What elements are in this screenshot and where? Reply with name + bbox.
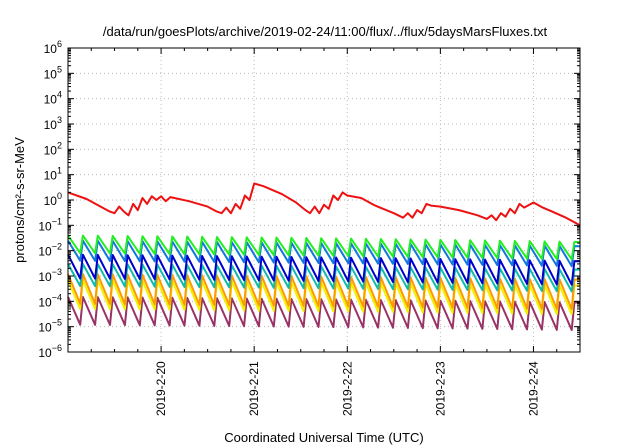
y-axis-title: protons/cm²-s-sr-MeV xyxy=(12,137,27,263)
series-group xyxy=(67,182,581,331)
x-tick-label: 2019-2-22 xyxy=(340,361,354,416)
series-line xyxy=(67,296,581,331)
y-tick-label: 105 xyxy=(44,64,62,81)
x-tick-label: 2019-2-20 xyxy=(154,361,168,416)
series-line xyxy=(67,253,581,286)
y-tick-label: 102 xyxy=(44,140,62,157)
series-line xyxy=(67,234,581,261)
y-tick-label: 10−1 xyxy=(38,216,62,233)
x-tick-label: 2019-2-24 xyxy=(526,361,540,416)
series-line xyxy=(67,273,581,311)
x-axis-title: Coordinated Universal Time (UTC) xyxy=(224,430,423,445)
x-tick-label: 2019-2-23 xyxy=(433,361,447,416)
y-tick-label: 104 xyxy=(44,90,62,107)
y-axis-ticks: 10−6 10−5 10−4 10−3 10−2 10−1 100 101 102 103 104 1… xyxy=(38,39,580,360)
y-tick-label: 10−4 xyxy=(38,292,62,309)
grid-lines xyxy=(68,48,580,352)
y-tick-label: 101 xyxy=(44,166,62,183)
y-tick-label: 106 xyxy=(44,39,62,56)
series-line xyxy=(67,182,581,227)
y-tick-label: 100 xyxy=(44,191,62,208)
y-tick-label: 10−2 xyxy=(38,242,62,259)
x-tick-label: 2019-2-21 xyxy=(247,361,261,416)
chart-title: /data/run/goesPlots/archive/2019-02-24/1… xyxy=(103,24,548,39)
y-tick-label: 10−3 xyxy=(38,267,62,284)
y-tick-label: 10−5 xyxy=(38,318,62,335)
y-tick-label: 103 xyxy=(44,115,62,132)
x-axis-ticks: 2019-2-20 2019-2-21 2019-2-22 2019-2-23 2019… xyxy=(90,48,581,416)
y-tick-label: 10−6 xyxy=(38,343,62,360)
